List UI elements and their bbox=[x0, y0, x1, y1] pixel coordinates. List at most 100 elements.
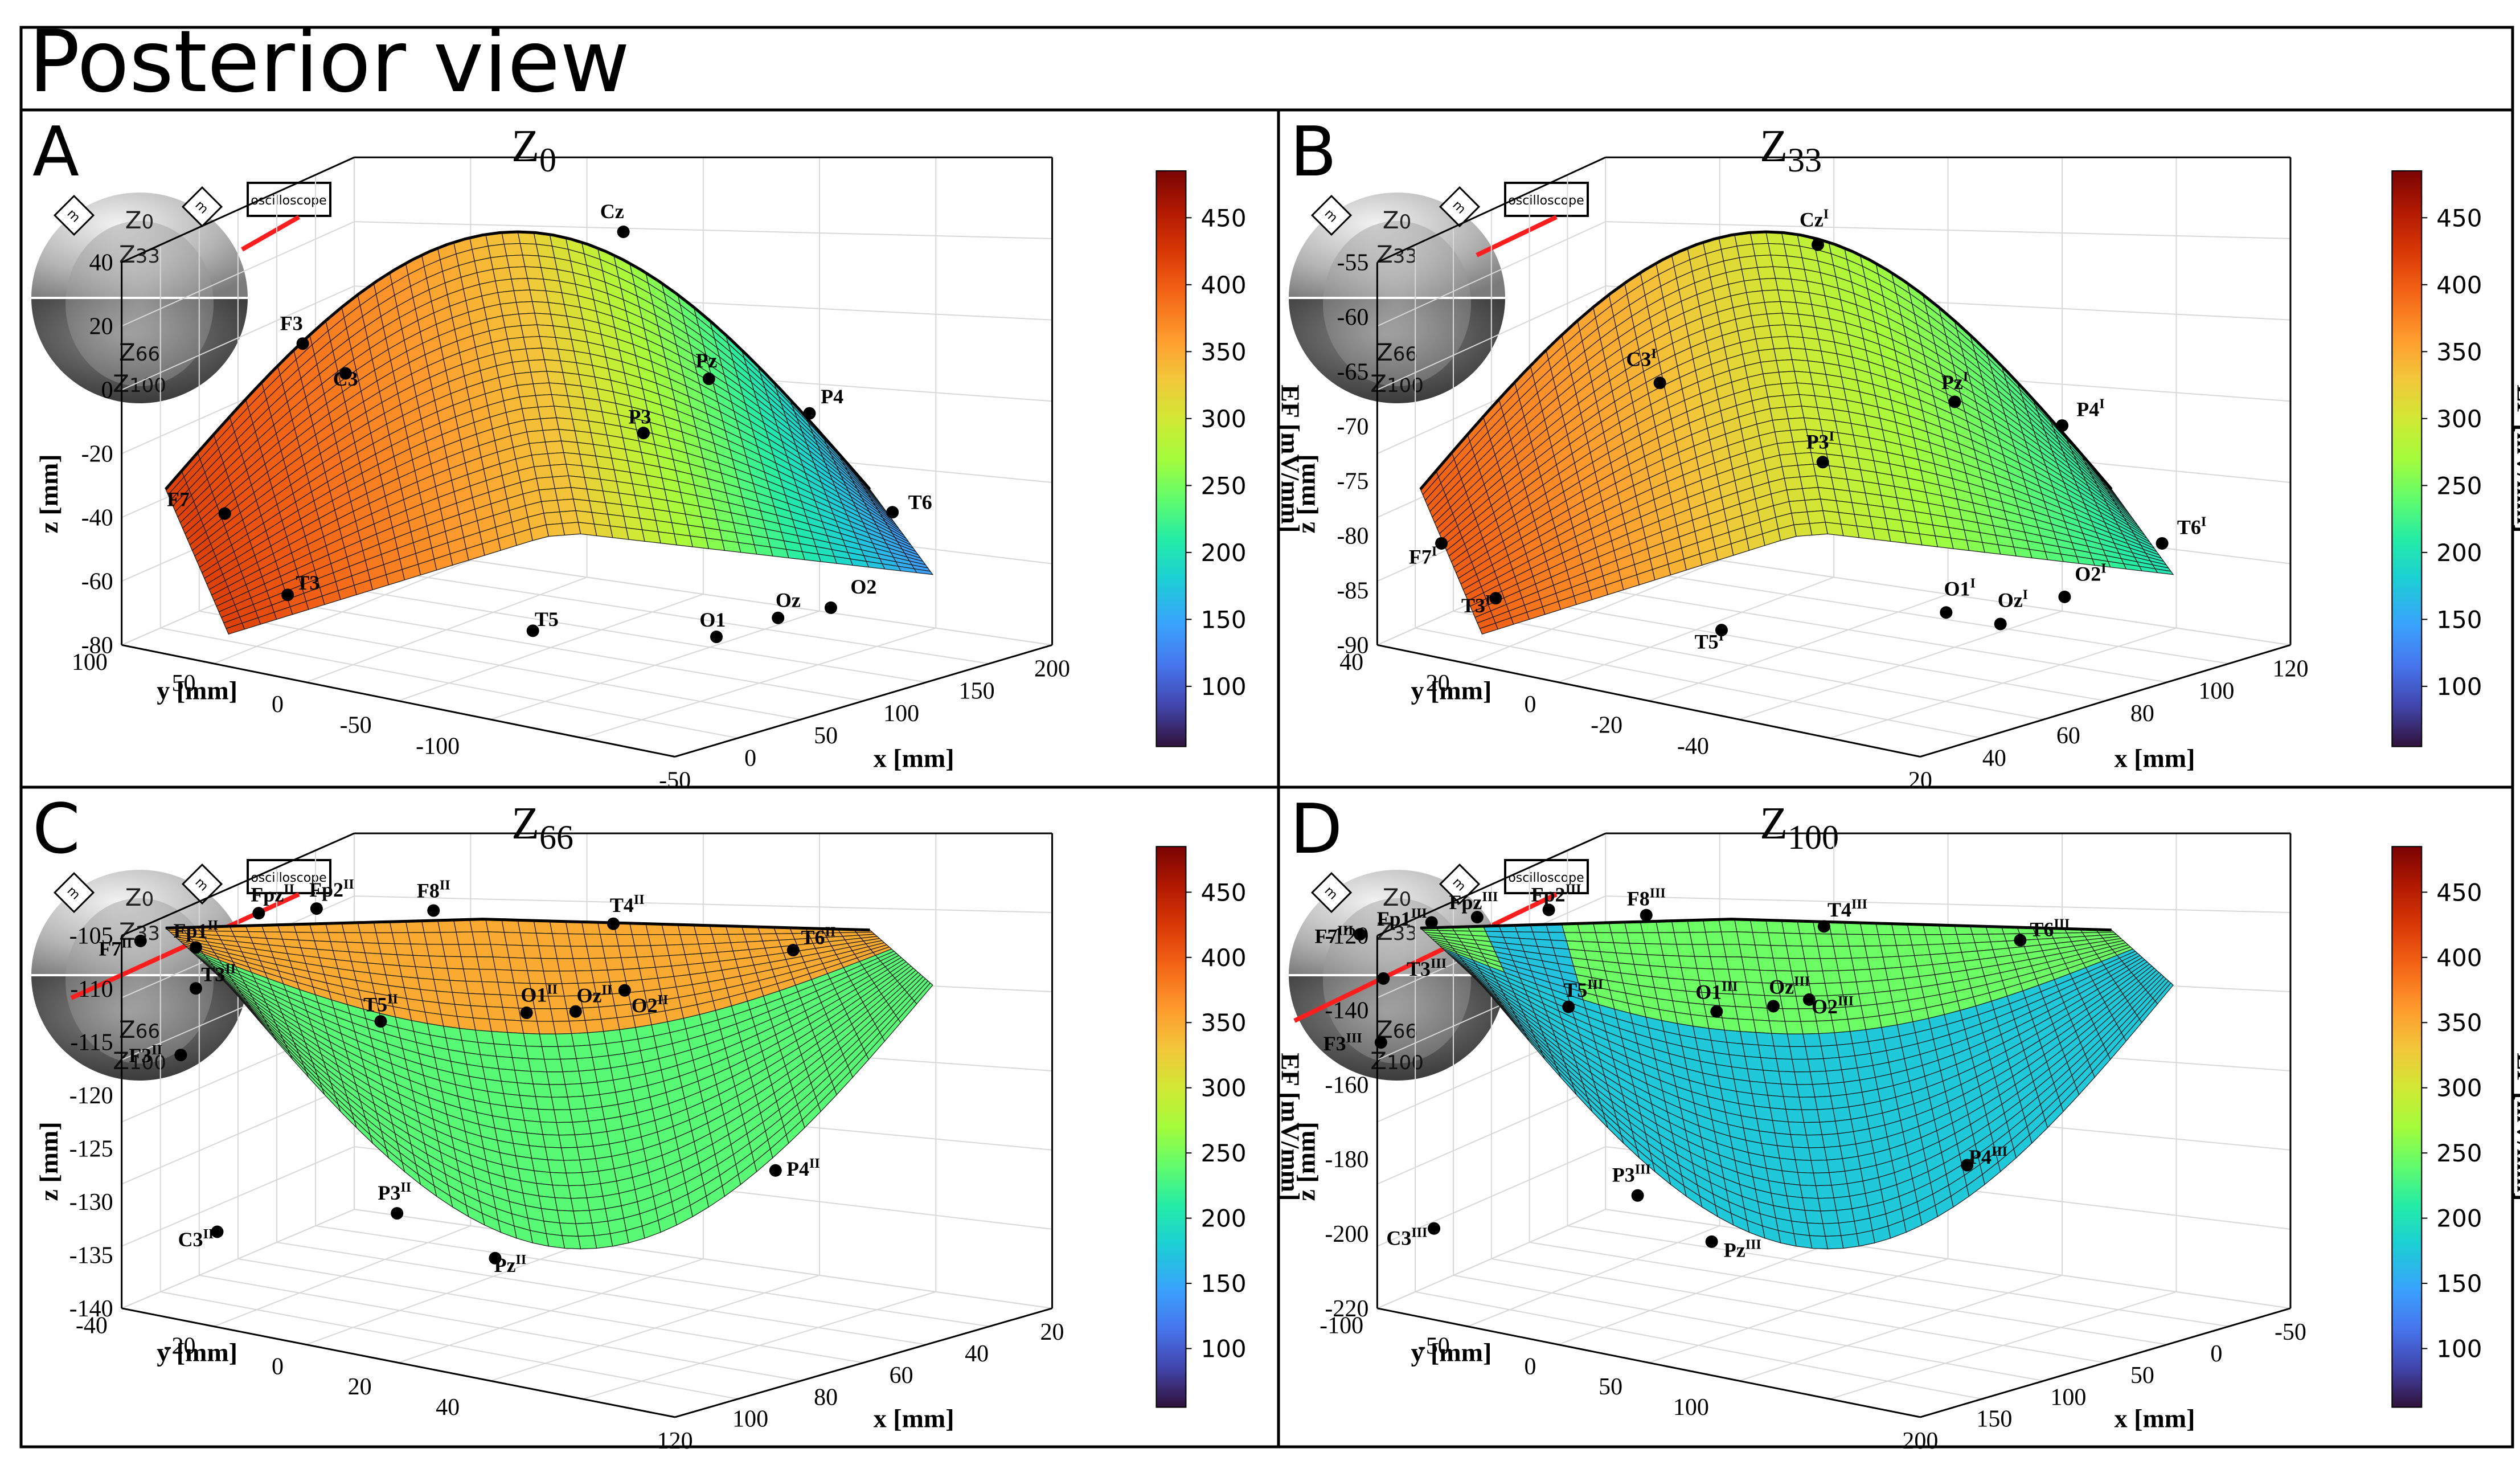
surface-facet bbox=[344, 932, 362, 943]
surface-facet bbox=[539, 1196, 557, 1210]
surface-facet bbox=[1756, 337, 1774, 350]
surface-facet bbox=[381, 954, 399, 965]
surface-facet bbox=[1834, 946, 1852, 958]
surface-facet bbox=[1690, 932, 1708, 944]
electrode-f8 bbox=[427, 905, 440, 917]
surface-facet bbox=[498, 291, 516, 304]
colorbar-tick-label: 400 bbox=[1200, 271, 1246, 299]
surface-facet bbox=[534, 920, 552, 934]
surface-facet bbox=[330, 942, 349, 952]
surface-facet bbox=[585, 1019, 603, 1033]
surface-facet bbox=[1762, 290, 1780, 302]
surface-facet bbox=[521, 325, 539, 337]
surface-facet bbox=[552, 476, 571, 488]
surface-facet bbox=[503, 1094, 522, 1108]
surface-facet bbox=[1796, 1160, 1814, 1173]
surface-facet bbox=[1959, 943, 1977, 952]
surface-facet bbox=[519, 1095, 538, 1109]
surface-facet bbox=[513, 1058, 531, 1071]
surface-facet bbox=[1632, 954, 1650, 965]
surface-facet bbox=[1801, 406, 1820, 419]
surface-facet bbox=[535, 313, 553, 326]
grid-line bbox=[1830, 628, 2177, 738]
z-tick: -20 bbox=[81, 441, 113, 467]
z-tick: 0 bbox=[101, 377, 113, 403]
surface-facet bbox=[570, 1108, 588, 1122]
surface-facet bbox=[454, 919, 472, 932]
grid-line bbox=[1491, 1259, 2105, 1363]
surface-facet bbox=[558, 499, 576, 512]
surface-facet bbox=[580, 1159, 598, 1172]
surface-facet bbox=[1831, 934, 1849, 946]
surface-facet bbox=[1771, 946, 1789, 959]
surface-facet bbox=[1799, 395, 1817, 408]
surface-facet bbox=[1764, 301, 1783, 314]
surface-facet bbox=[1787, 1034, 1805, 1046]
surface-facet bbox=[527, 1133, 545, 1147]
electrode-label-f7: F7 bbox=[167, 488, 190, 511]
surface-facet bbox=[1801, 1021, 1819, 1034]
surface-facet bbox=[539, 489, 557, 502]
surface-facet bbox=[1822, 971, 1841, 983]
surface-facet bbox=[555, 1034, 573, 1047]
surface-facet bbox=[566, 922, 584, 934]
surface-facet bbox=[1749, 302, 1767, 316]
electrode-t3 bbox=[190, 982, 202, 995]
surface-facet bbox=[1786, 489, 1805, 502]
surface-facet bbox=[1776, 359, 1794, 372]
surface-facet bbox=[655, 966, 674, 978]
surface-facet bbox=[1781, 383, 1800, 395]
surface-facet bbox=[470, 1005, 489, 1018]
electrode-t6 bbox=[787, 944, 800, 956]
surface-facet bbox=[1719, 919, 1737, 932]
panel-a: AZ0Z0Z33Z66Z100mmoscilloscopeCzF3C3PzP4P… bbox=[31, 113, 1305, 793]
surface-facet bbox=[535, 1009, 553, 1021]
surface-facet bbox=[1784, 1097, 1802, 1110]
surface-facet bbox=[1988, 934, 2006, 942]
z-tick: -55 bbox=[1337, 250, 1368, 276]
surface-facet bbox=[547, 1072, 565, 1085]
surface-facet bbox=[568, 476, 587, 489]
surface-facet bbox=[1863, 934, 1881, 946]
surface-facet bbox=[1767, 313, 1785, 326]
surface-facet bbox=[490, 256, 509, 269]
electrode-c3 bbox=[1654, 377, 1666, 389]
surface-facet bbox=[1753, 1020, 1772, 1033]
surface-facet bbox=[1739, 944, 1757, 958]
surface-facet bbox=[395, 944, 413, 956]
surface-facet bbox=[634, 946, 653, 957]
colorbar-tick-label: 300 bbox=[1200, 1074, 1246, 1102]
surface-facet bbox=[1758, 1045, 1776, 1059]
surface-facet bbox=[1671, 920, 1690, 932]
surface-facet bbox=[1901, 966, 1919, 978]
electrode-t3 bbox=[281, 588, 294, 601]
surface-facet bbox=[586, 1107, 604, 1121]
surface-facet bbox=[513, 361, 531, 374]
surface-facet bbox=[458, 944, 477, 957]
surface-facet bbox=[519, 313, 537, 326]
surface-facet bbox=[1794, 371, 1813, 384]
surface-facet bbox=[1611, 932, 1629, 943]
surface-facet bbox=[669, 955, 687, 966]
x-axis-label: x [mm] bbox=[874, 1404, 954, 1433]
surface-facet bbox=[575, 971, 593, 983]
electrode-label-f3: F3 bbox=[280, 312, 303, 334]
surface-facet bbox=[572, 1121, 591, 1135]
surface-facet bbox=[363, 943, 381, 954]
surface-facet bbox=[1739, 256, 1757, 269]
surface-facet bbox=[434, 979, 452, 992]
surface-facet bbox=[1957, 934, 1975, 943]
electrode-pz bbox=[1949, 395, 1961, 408]
surface-facet bbox=[1674, 932, 1693, 944]
surface-facet bbox=[1794, 1072, 1813, 1085]
x-tick: 200 bbox=[1034, 656, 1070, 682]
colorbar-tick-label: 150 bbox=[1200, 605, 1246, 633]
surface-facet bbox=[1883, 956, 1902, 968]
x-tick: 60 bbox=[890, 1363, 913, 1389]
surface-facet bbox=[1793, 1147, 1811, 1160]
surface-facet bbox=[1755, 945, 1773, 958]
surface-facet bbox=[454, 1004, 473, 1018]
surface-facet bbox=[592, 1221, 610, 1235]
